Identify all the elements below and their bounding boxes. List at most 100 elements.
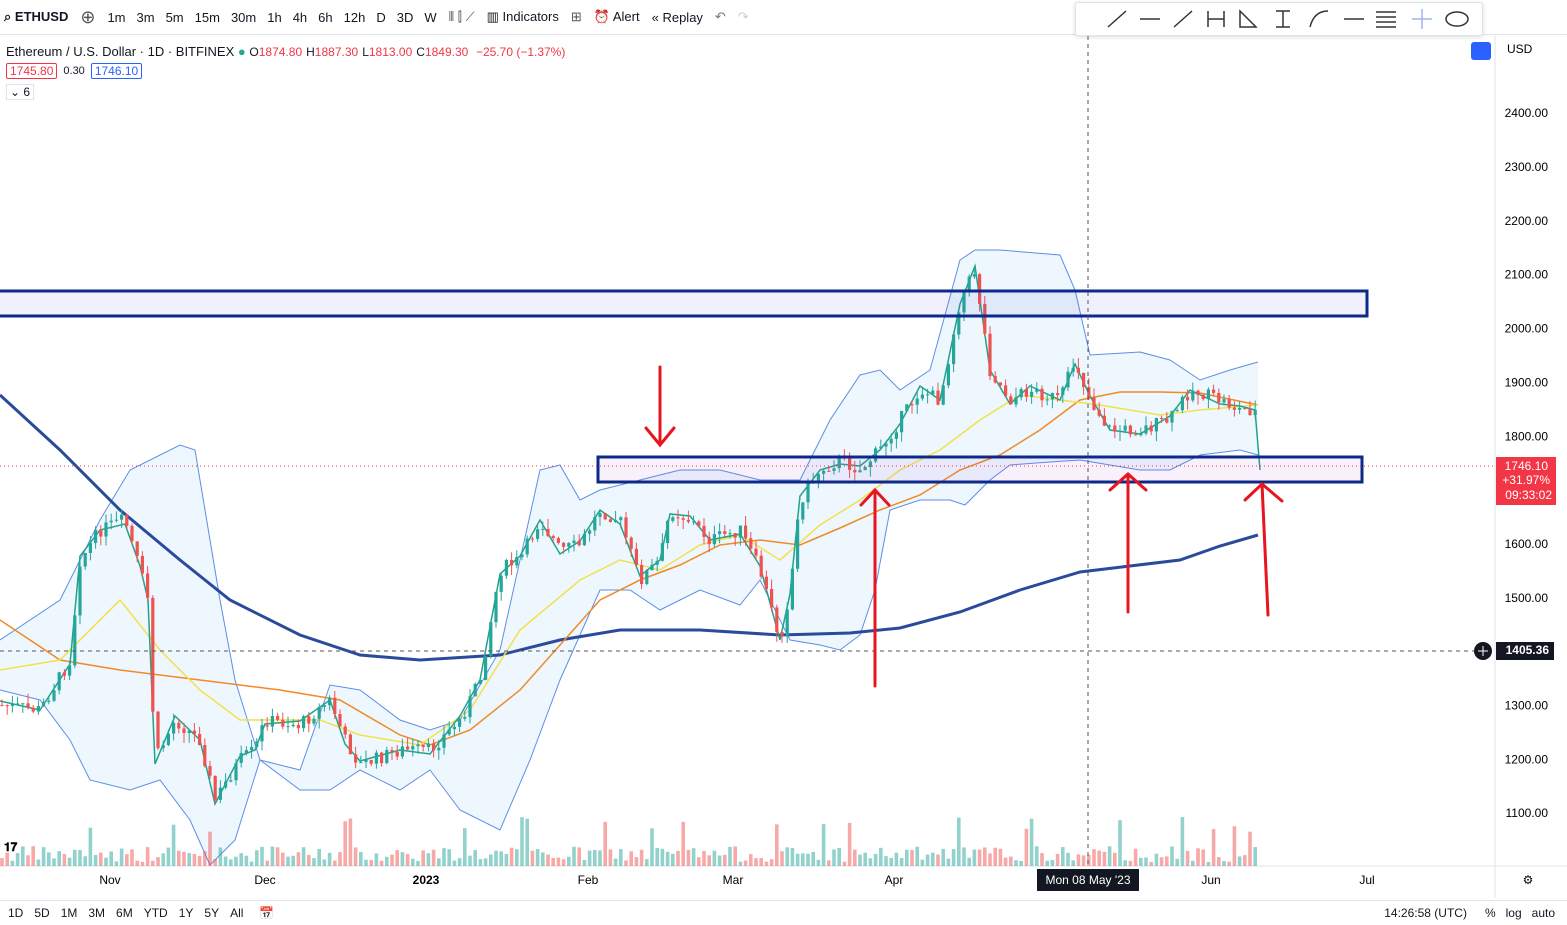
candle-body <box>525 538 529 555</box>
volume-bar <box>338 852 342 866</box>
range-button[interactable]: 1Y <box>178 906 194 920</box>
price-tick-label: 1200.00 <box>1505 752 1549 766</box>
redo[interactable]: ↷ <box>737 9 749 24</box>
extended-line-tool[interactable] <box>1173 10 1193 28</box>
indicators-toggle[interactable]: ⌄ 6 <box>6 84 35 100</box>
candle-body <box>1175 410 1179 412</box>
crosshair-tool[interactable] <box>1412 9 1432 29</box>
curve-tool[interactable] <box>1309 10 1329 28</box>
volume-bar <box>1159 857 1164 866</box>
trend-line-tool[interactable] <box>1107 10 1127 28</box>
arrow-up[interactable] <box>1243 481 1284 617</box>
indicators-button[interactable]: ▥ Indicators <box>486 9 559 24</box>
candle-body <box>848 457 852 470</box>
candle-body <box>1040 388 1044 401</box>
volume-bar <box>442 848 446 866</box>
volume-bar <box>613 858 618 866</box>
volume-bar <box>234 856 238 866</box>
alert-button[interactable]: ⏰ Alert <box>593 9 640 24</box>
candle-body <box>114 519 118 521</box>
volume-bar <box>197 856 202 866</box>
sell-price[interactable]: 1745.80 <box>6 63 58 79</box>
angle-tool[interactable] <box>1239 9 1258 28</box>
layouts[interactable]: ⊞ <box>570 9 582 24</box>
interval-button[interactable]: 3D <box>396 9 414 25</box>
candle-body <box>78 566 82 616</box>
interval-button[interactable]: 6h <box>318 9 333 25</box>
range-button[interactable]: 1D <box>8 906 24 920</box>
candle-body <box>0 705 4 706</box>
arrow-up[interactable] <box>859 487 891 688</box>
range-button[interactable]: 5D <box>34 906 50 920</box>
candle-body <box>1102 415 1106 426</box>
candle-body <box>146 573 150 598</box>
interval-button[interactable]: 12h <box>343 9 366 25</box>
volume-bar <box>967 857 971 866</box>
scale-button[interactable] <box>1471 42 1491 60</box>
volume-bar <box>1081 855 1086 866</box>
interval-button[interactable]: 4h <box>292 9 308 25</box>
volume-bar <box>884 856 888 866</box>
interval-button[interactable]: D <box>376 9 386 25</box>
volume-bar <box>1040 853 1044 866</box>
chart-type[interactable]: ⫴ ⫿ ⟋ <box>448 9 475 24</box>
percent-toggle[interactable]: % <box>1484 906 1496 920</box>
range-button[interactable]: 5Y <box>204 906 220 920</box>
interval-button[interactable]: 1m <box>107 9 126 25</box>
interval-button[interactable]: 3m <box>136 9 155 25</box>
volume-bar <box>478 859 483 866</box>
range-button[interactable]: 3M <box>88 906 106 920</box>
candle-body <box>125 514 129 526</box>
volume-bar <box>1211 828 1216 866</box>
volume-bar <box>244 855 249 866</box>
volume-bar <box>1253 847 1257 866</box>
ema-orange <box>0 391 1259 746</box>
volume-bar <box>1029 818 1034 866</box>
candle-body <box>348 734 352 755</box>
interval-list: 1m 3m 5m 15m 30m 1h 4h 6h 12h D 3D W <box>107 10 436 25</box>
indicators-label: Indicators <box>502 9 559 24</box>
date-range-icon[interactable]: 📅 <box>259 906 275 920</box>
range-button[interactable]: 6M <box>116 906 133 920</box>
volume-bar <box>899 858 904 866</box>
volume-bar <box>296 852 301 866</box>
volume-bar <box>156 857 160 866</box>
interval-button[interactable]: 30m <box>230 9 257 25</box>
buy-price[interactable]: 1746.10 <box>90 63 143 79</box>
undo[interactable]: ↶ <box>714 9 726 24</box>
currency-label[interactable]: USD <box>1507 42 1533 56</box>
arrow-down[interactable] <box>644 365 676 448</box>
volume-bar <box>608 849 613 866</box>
log-toggle[interactable]: log <box>1505 906 1522 920</box>
range-button[interactable]: All <box>230 906 244 920</box>
volume-bar <box>135 860 139 866</box>
auto-toggle[interactable]: auto <box>1531 906 1555 920</box>
candle-body <box>328 697 332 706</box>
range-button[interactable]: YTD <box>143 906 168 920</box>
arrow-up[interactable] <box>1108 471 1148 614</box>
interval-button[interactable]: 1h <box>267 9 282 25</box>
volume-bar <box>816 859 821 866</box>
range-button[interactable]: 1M <box>60 906 78 920</box>
volume-bar <box>301 847 306 866</box>
settings-icon[interactable]: ⚙ <box>1523 873 1534 887</box>
candle-body <box>1165 418 1169 423</box>
replay-button[interactable]: « Replay <box>651 9 703 25</box>
candle-body <box>853 469 857 473</box>
measure-tool[interactable] <box>1207 11 1225 27</box>
interval-button[interactable]: W <box>424 9 437 25</box>
add-symbol[interactable]: ⊕ <box>80 6 96 27</box>
fib-tool[interactable] <box>1376 11 1396 28</box>
interval-button[interactable]: 15m <box>194 9 220 25</box>
support-zone[interactable] <box>596 455 1364 484</box>
candle-body <box>1160 418 1164 420</box>
symbol-search[interactable]: ⌕ ETHUSD <box>4 9 69 24</box>
volume-bar <box>629 851 633 866</box>
interval-button[interactable]: 5m <box>165 9 184 25</box>
ellipse-tool[interactable] <box>1445 11 1469 27</box>
vertical-tool[interactable] <box>1276 10 1290 28</box>
candle-body <box>281 719 285 727</box>
candle-body <box>36 706 40 712</box>
resistance-zone[interactable] <box>0 289 1369 318</box>
symbol[interactable]: ETHUSD <box>14 9 69 24</box>
